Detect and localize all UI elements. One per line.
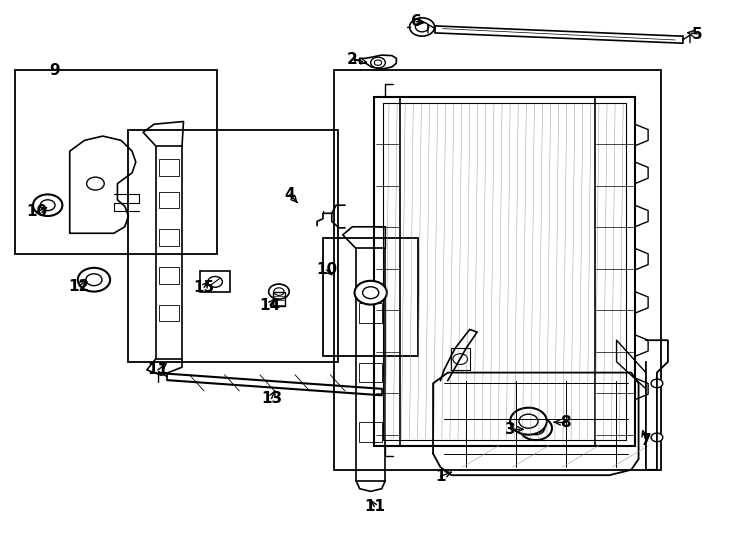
Circle shape — [651, 433, 663, 442]
Bar — [374, 97, 400, 446]
Text: 10: 10 — [26, 204, 47, 219]
Text: 11: 11 — [364, 499, 385, 514]
Bar — [159, 159, 179, 176]
Bar — [359, 363, 382, 382]
Bar — [273, 292, 285, 306]
Bar — [383, 103, 626, 440]
Circle shape — [269, 284, 289, 299]
Bar — [156, 146, 182, 359]
Bar — [451, 348, 470, 370]
Text: 15: 15 — [194, 280, 214, 295]
Circle shape — [453, 354, 468, 364]
Bar — [159, 230, 179, 246]
Bar — [334, 70, 661, 470]
Bar — [200, 271, 230, 292]
Bar — [595, 97, 635, 446]
Text: 4: 4 — [285, 187, 295, 202]
Circle shape — [520, 416, 552, 440]
Text: 1: 1 — [435, 469, 446, 484]
Text: 13: 13 — [261, 391, 282, 406]
Text: 11: 11 — [148, 362, 168, 377]
Circle shape — [371, 57, 385, 68]
Text: 10: 10 — [316, 262, 337, 278]
Text: 2: 2 — [347, 52, 357, 67]
Text: 14: 14 — [260, 298, 280, 313]
Bar — [359, 422, 382, 442]
Text: 7: 7 — [641, 433, 651, 448]
Text: 9: 9 — [50, 63, 60, 78]
Bar — [159, 305, 179, 321]
Bar — [356, 248, 385, 481]
Circle shape — [78, 268, 110, 292]
Bar — [374, 97, 635, 446]
Text: 12: 12 — [69, 279, 90, 294]
Circle shape — [651, 379, 663, 388]
Bar — [323, 238, 418, 356]
Circle shape — [410, 18, 435, 36]
Bar — [15, 70, 217, 254]
Circle shape — [208, 276, 222, 287]
Circle shape — [87, 177, 104, 190]
Bar — [159, 267, 179, 284]
Circle shape — [33, 194, 62, 216]
Bar — [159, 192, 179, 208]
Circle shape — [355, 281, 387, 305]
Text: 6: 6 — [411, 14, 421, 29]
Bar — [128, 130, 338, 362]
Text: 8: 8 — [560, 415, 570, 430]
Circle shape — [510, 408, 547, 435]
Bar — [359, 303, 382, 323]
Text: 5: 5 — [692, 26, 702, 42]
Text: 3: 3 — [505, 422, 515, 437]
